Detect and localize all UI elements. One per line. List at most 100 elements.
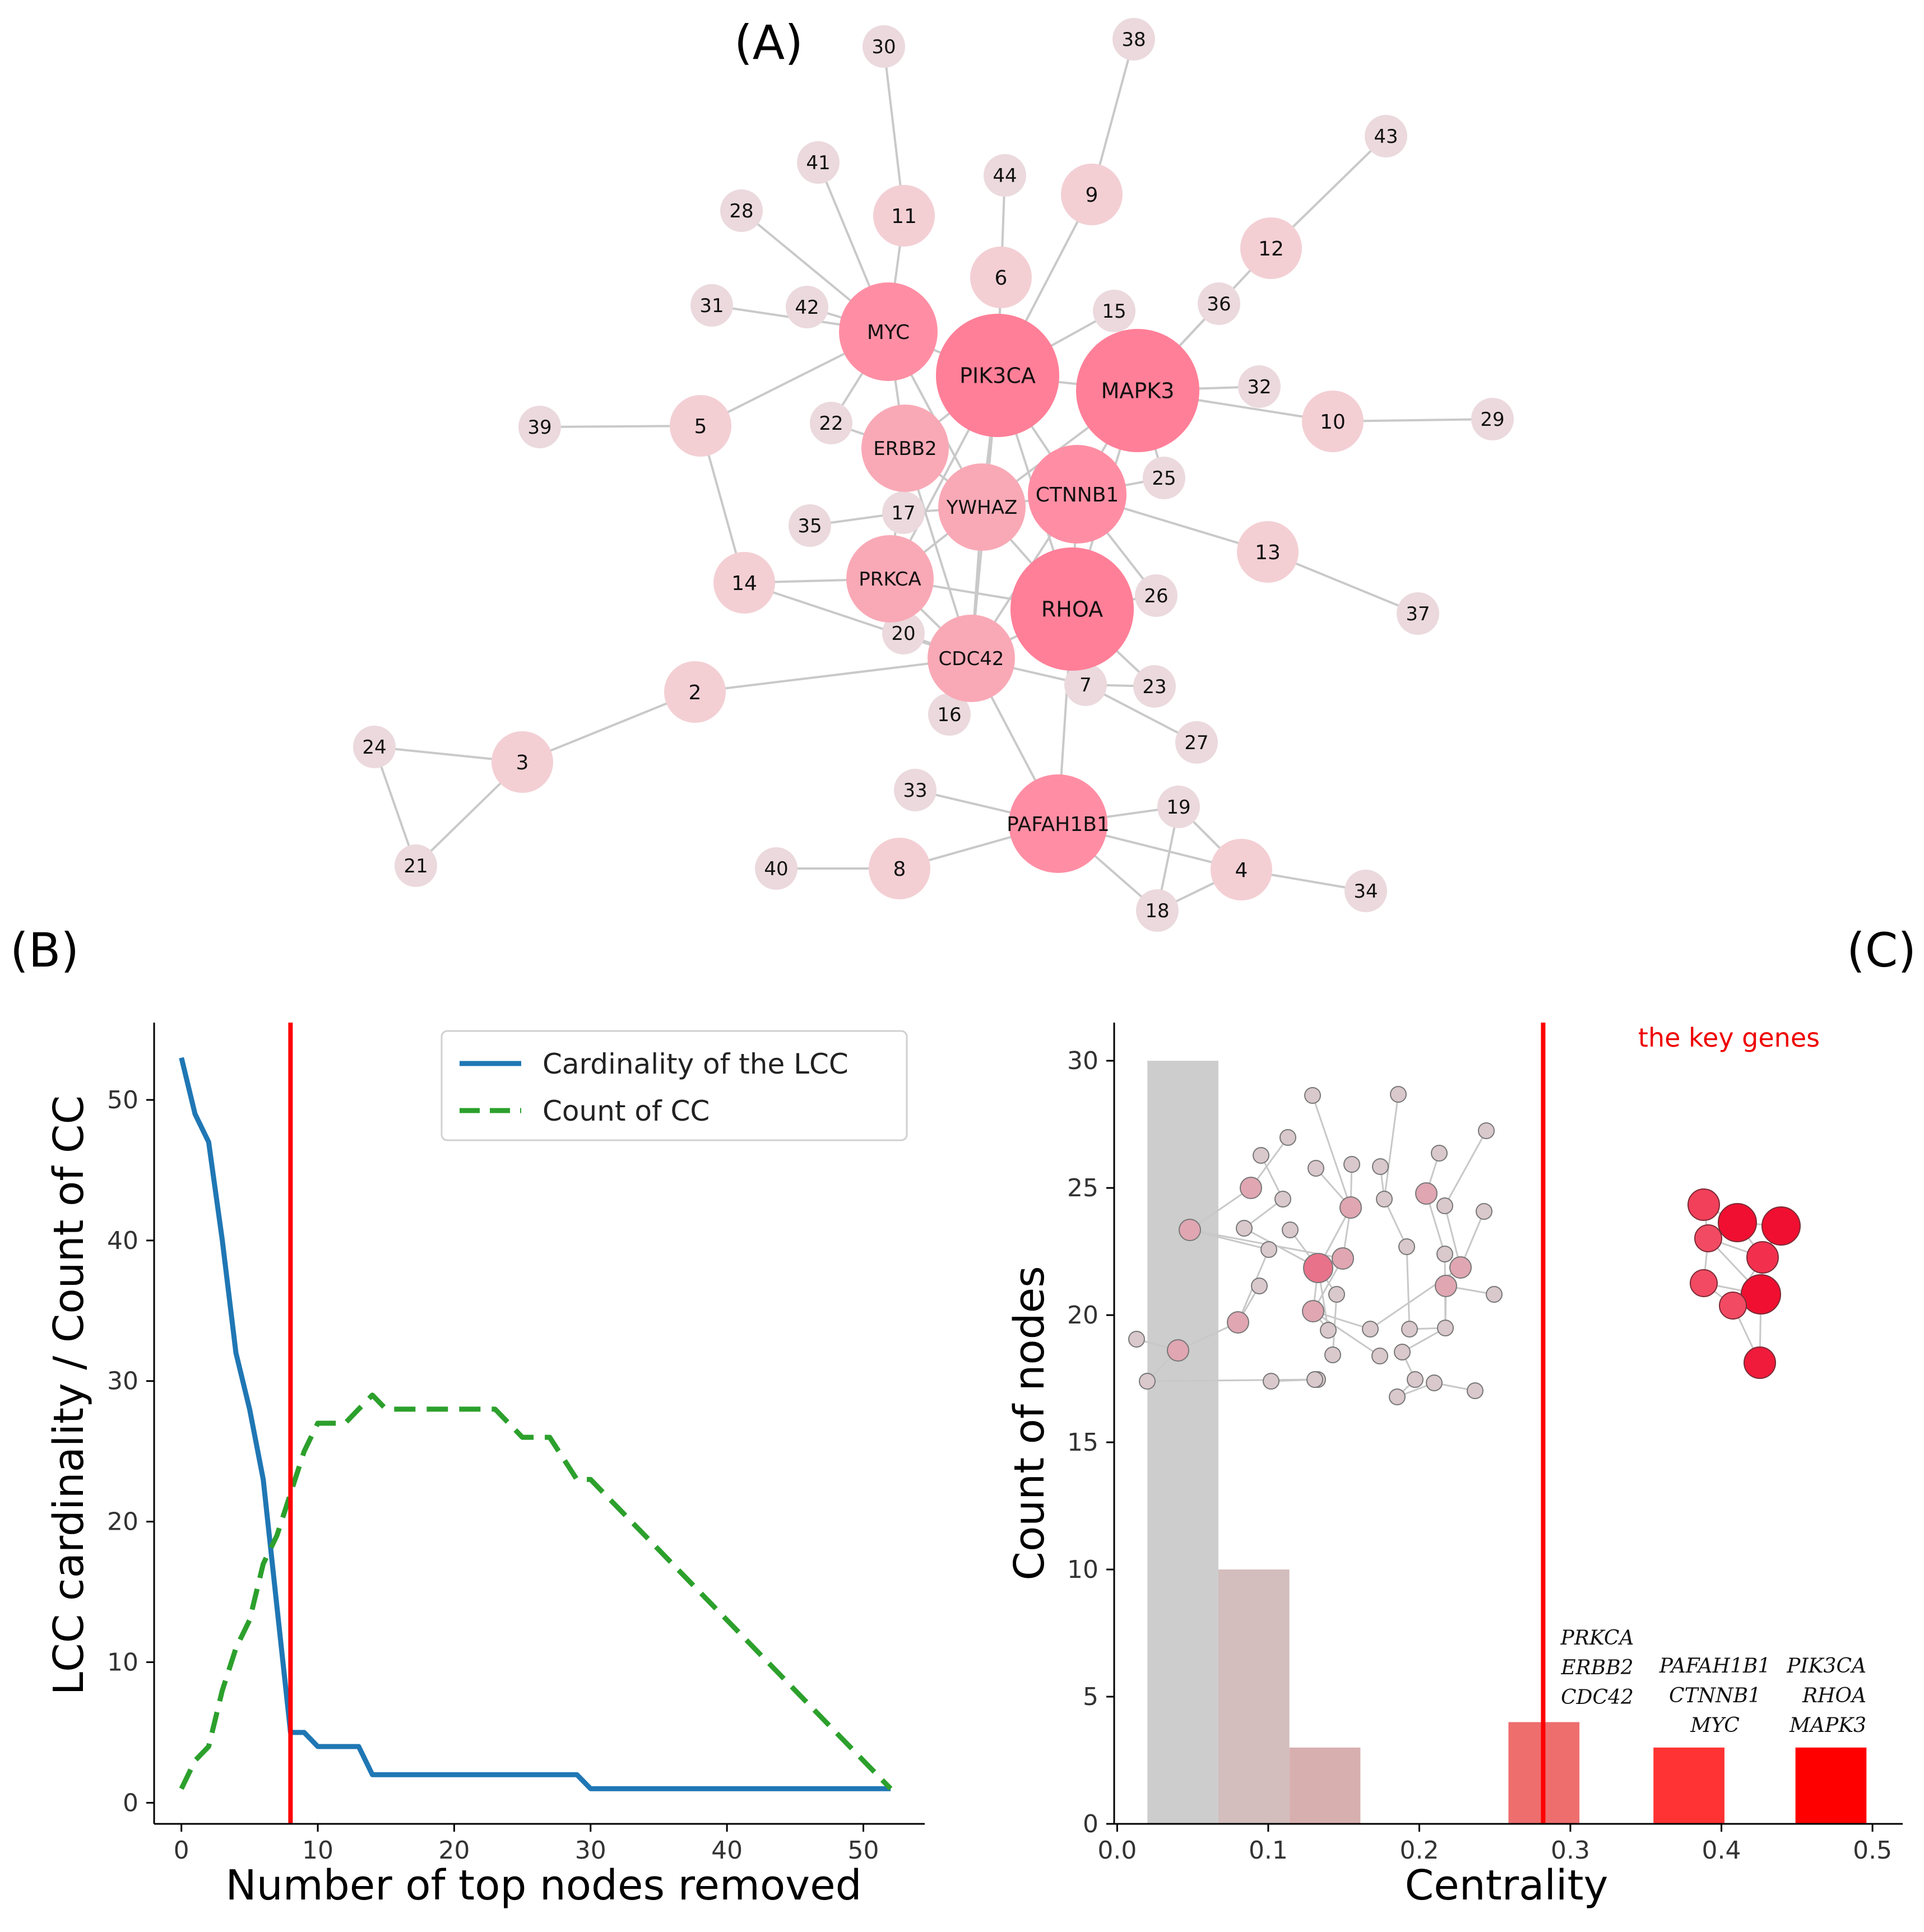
- c-inset-key-gene-network: [1687, 1188, 1801, 1379]
- network-node-30: 30: [863, 25, 905, 68]
- network-node-11: 11: [873, 185, 935, 247]
- network-node-label: MAPK3: [1101, 379, 1175, 403]
- network-graph: 7151617181920212223242526272829303132333…: [353, 18, 1514, 932]
- network-node-circle: [861, 405, 949, 492]
- network-node-label: RHOA: [1041, 597, 1103, 622]
- network-node-label: 5: [694, 415, 707, 438]
- network-node-label: 6: [995, 267, 1008, 290]
- network-node-label: 40: [764, 858, 788, 880]
- c-histogram-bar: [1218, 1569, 1290, 1824]
- network-node-circle: [789, 504, 831, 547]
- c-inset-peripheral-network: [1128, 1086, 1503, 1405]
- c-inset-left-node: [1328, 1286, 1345, 1303]
- c-inset-left-node: [1436, 1246, 1453, 1262]
- c-y-tick-label: 30: [1067, 1047, 1098, 1075]
- b-legend-label-lcc: Cardinality of the LCC: [543, 1048, 849, 1080]
- c-inset-left-edge: [1383, 1199, 1408, 1247]
- network-node-circle: [1143, 457, 1185, 499]
- network-node-20: 20: [882, 612, 925, 654]
- c-inset-right-node: [1761, 1206, 1801, 1246]
- network-node-mapk3: MAPK3: [1076, 329, 1199, 452]
- network-node-label: 30: [871, 36, 896, 58]
- network-node-31: 31: [690, 284, 733, 327]
- c-inset-left-node: [1362, 1321, 1379, 1337]
- network-node-pik3ca: PIK3CA: [936, 314, 1059, 437]
- network-node-42: 42: [786, 286, 828, 328]
- network-node-3: 3: [492, 731, 553, 793]
- c-gene-label-erbb2: ERBB2: [1560, 1656, 1633, 1679]
- c-inset-left-node: [1343, 1156, 1360, 1173]
- network-node-label: 43: [1374, 126, 1398, 148]
- b-y-tick-label: 20: [107, 1508, 138, 1536]
- c-inset-left-node: [1431, 1145, 1448, 1162]
- network-node-circle: [786, 286, 828, 328]
- c-inset-left-node: [1407, 1371, 1424, 1388]
- c-inset-left-node: [1308, 1160, 1324, 1177]
- c-gene-label-pafah1b1: PAFAH1B1: [1659, 1655, 1770, 1678]
- network-node-label: 15: [1102, 300, 1126, 323]
- c-inset-left-node: [1236, 1220, 1253, 1237]
- network-nodes: 7151617181920212223242526272829303132333…: [353, 18, 1514, 932]
- network-node-14: 14: [713, 552, 775, 614]
- network-node-38: 38: [1112, 18, 1155, 61]
- c-inset-left-node: [1435, 1275, 1457, 1297]
- network-node-label: 34: [1353, 880, 1378, 903]
- network-node-circle: [1076, 329, 1199, 452]
- b-x-tick-label: 0: [174, 1836, 189, 1865]
- c-inset-left-node: [1167, 1339, 1189, 1362]
- network-node-6: 6: [970, 247, 1032, 308]
- network-node-21: 21: [395, 844, 437, 887]
- network-node-label: 8: [893, 858, 906, 881]
- c-inset-left-node: [1302, 1300, 1324, 1322]
- network-node-circle: [690, 284, 733, 327]
- c-inset-left-node: [1282, 1222, 1299, 1238]
- c-inset-left-node: [1389, 1388, 1406, 1405]
- network-node-12: 12: [1240, 217, 1302, 279]
- network-edge-2-3: [522, 691, 696, 763]
- c-x-tick-label: 0.5: [1853, 1836, 1892, 1865]
- c-inset-left-node: [1372, 1158, 1389, 1175]
- b-x-tick-label: 30: [575, 1836, 606, 1865]
- c-inset-left-node: [1486, 1286, 1503, 1303]
- network-node-17: 17: [882, 491, 925, 534]
- c-gene-label-cdc42: CDC42: [1561, 1686, 1634, 1709]
- panel-a-label: (A): [734, 15, 803, 70]
- panel-b-line-chart: 0 10 20 30 40 50 0 10 20 30 40 50 Cardinality of th…: [45, 1023, 925, 1910]
- c-inset-left-edge: [1332, 1294, 1338, 1355]
- network-node-cdc42: CDC42: [928, 615, 1015, 702]
- network-node-label: 11: [891, 205, 917, 228]
- c-inset-left-node: [1263, 1373, 1279, 1390]
- c-inset-left-node: [1398, 1238, 1415, 1255]
- b-y-tick-label: 10: [107, 1648, 138, 1676]
- network-node-label: 44: [993, 165, 1017, 187]
- network-node-24: 24: [353, 726, 396, 768]
- b-legend-label-cc: Count of CC: [543, 1095, 710, 1127]
- c-inset-left-node: [1279, 1129, 1296, 1146]
- network-node-label: 16: [937, 704, 961, 726]
- network-node-label: 26: [1144, 585, 1168, 607]
- c-bars: [1147, 1061, 1867, 1824]
- network-node-label: 33: [903, 779, 927, 802]
- c-inset-left-node: [1376, 1191, 1393, 1208]
- network-node-circle: [882, 491, 925, 534]
- b-x-tick-label: 50: [847, 1836, 879, 1865]
- b-legend: Cardinality of the LCC Count of CC: [441, 1030, 908, 1141]
- c-x-tick-label: 0.1: [1249, 1836, 1288, 1865]
- network-node-circle: [882, 612, 925, 654]
- c-y-tick-label: 15: [1067, 1428, 1098, 1457]
- c-gene-label-ctnnb1: CTNNB1: [1669, 1684, 1761, 1707]
- network-node-circle: [670, 395, 731, 457]
- c-x-tick-label: 0.3: [1551, 1836, 1590, 1865]
- network-node-33: 33: [894, 769, 936, 811]
- network-node-label: 4: [1235, 859, 1248, 882]
- network-node-circle: [492, 731, 553, 793]
- network-node-26: 26: [1135, 574, 1177, 617]
- c-histogram-bar: [1147, 1061, 1218, 1824]
- c-inset-left-edge: [1406, 1246, 1411, 1330]
- network-node-label: PRKCA: [859, 568, 921, 591]
- c-inset-right-node: [1719, 1292, 1747, 1320]
- network-node-circle: [720, 189, 763, 232]
- network-node-ctnnb1: CTNNB1: [1028, 445, 1126, 544]
- network-node-circle: [928, 693, 971, 736]
- network-node-label: 39: [527, 416, 551, 439]
